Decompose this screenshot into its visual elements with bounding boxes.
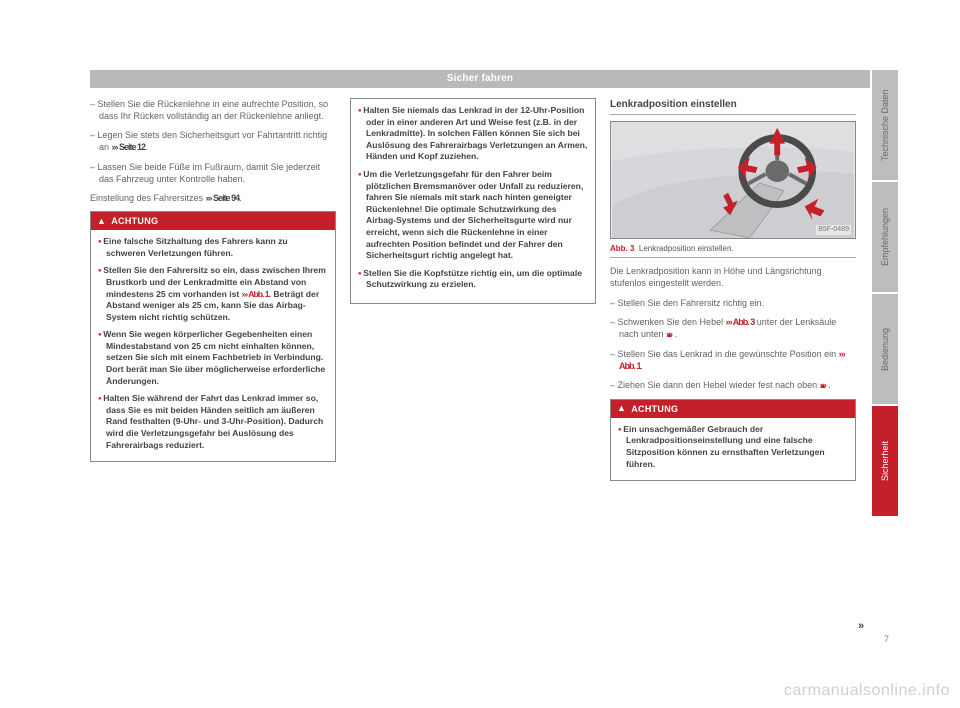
tab-technical-data[interactable]: Technische Daten (872, 70, 898, 180)
warning-bullet: Halten Sie niemals das Lenkrad in der 12… (358, 105, 588, 163)
warning-bullet: Halten Sie während der Fahrt das Lenkrad… (98, 393, 328, 451)
body-text: – Schwenken Sie den Hebel ››› Abb. 3 unt… (610, 316, 856, 341)
figure-id-label: B5F-0489 (816, 225, 851, 234)
figure-steering-wheel: B5F-0489 (610, 121, 856, 239)
warning-continuation-box: Halten Sie niemals das Lenkrad in der 12… (350, 98, 596, 304)
page-reference: ››› Seite 94 (206, 193, 240, 203)
body-text: – Stellen Sie die Rückenlehne in eine au… (90, 98, 336, 122)
warning-body: Eine falsche Sitzhaltung des Fahrers kan… (91, 230, 335, 461)
steering-wheel-illustration (611, 122, 855, 238)
column-3: Lenkradposition einstellen (610, 98, 856, 481)
warning-title: ACHTUNG (111, 215, 158, 227)
continuation-marker: » (858, 620, 862, 632)
warning-header: ▲ ACHTUNG (611, 400, 855, 418)
figure-caption-text: Lenkradposition einstellen. (639, 244, 734, 253)
side-tabs: Technische Daten Empfehlungen Bedienung … (872, 70, 898, 518)
tab-safety[interactable]: Sicherheit (872, 406, 898, 516)
column-2: Halten Sie niemals das Lenkrad in der 12… (350, 98, 596, 481)
page-header-title: Sicher fahren (447, 73, 514, 84)
body-text: – Lassen Sie beide Füße im Fußraum, dami… (90, 161, 336, 185)
body-text: Einstellung des Fahrersitzes ››› Seite 9… (90, 192, 336, 204)
warning-triangle-icon: ▲ (97, 217, 106, 226)
warning-bullet: Eine falsche Sitzhaltung des Fahrers kan… (98, 236, 328, 259)
warning-triangle-icon: ▲ (617, 404, 626, 413)
body-text: – Stellen Sie das Lenkrad in die gewünsc… (610, 348, 856, 372)
warning-bullet: Um die Verletzungsgefahr für den Fahrer … (358, 169, 588, 262)
body-text: Die Lenkradposition kann in Höhe und Län… (610, 265, 856, 289)
figure-caption: Abb. 3 Lenkradposition einstellen. (610, 242, 856, 259)
warning-box: ▲ ACHTUNG Ein unsachgemäßer Gebrauch der… (610, 399, 856, 482)
page-number: 7 (884, 634, 889, 644)
content-columns: – Stellen Sie die Rückenlehne in eine au… (90, 88, 870, 481)
body-text: – Stellen Sie den Fahrersitz richtig ein… (610, 297, 856, 309)
warning-body: Ein unsachgemäßer Gebrauch der Lenkradpo… (611, 418, 855, 480)
body-text: – Ziehen Sie dann den Hebel wieder fest … (610, 379, 856, 392)
warning-bullet: Stellen Sie den Fahrersitz so ein, dass … (98, 265, 328, 323)
body-text: – Legen Sie stets den Sicherheitsgurt vo… (90, 129, 336, 153)
figure-number: Abb. 3 (610, 244, 634, 253)
figure-reference: ››› Abb. 1 (242, 289, 269, 299)
page-header: Sicher fahren (90, 70, 870, 88)
warning-title: ACHTUNG (631, 403, 678, 415)
warning-bullet: Wenn Sie wegen körperlicher Gegebenheite… (98, 329, 328, 387)
tab-recommendations[interactable]: Empfehlungen (872, 182, 898, 292)
watermark: carmanualsonline.info (784, 682, 950, 700)
warning-header: ▲ ACHTUNG (91, 212, 335, 230)
manual-page: Sicher fahren – Stellen Sie die Rückenle… (90, 70, 870, 650)
figure-reference: ››› Abb. 3 (726, 317, 755, 327)
page-reference: ››› Seite 12 (112, 142, 146, 152)
tab-operation[interactable]: Bedienung (872, 294, 898, 404)
warning-bullet: Ein unsachgemäßer Gebrauch der Lenkradpo… (618, 424, 848, 470)
warning-box: ▲ ACHTUNG Eine falsche Sitzhaltung des F… (90, 211, 336, 462)
column-1: – Stellen Sie die Rückenlehne in eine au… (90, 98, 336, 481)
section-title: Lenkradposition einstellen (610, 98, 856, 115)
warning-bullet: Stellen Sie die Kopfstütze richtig ein, … (358, 268, 588, 291)
